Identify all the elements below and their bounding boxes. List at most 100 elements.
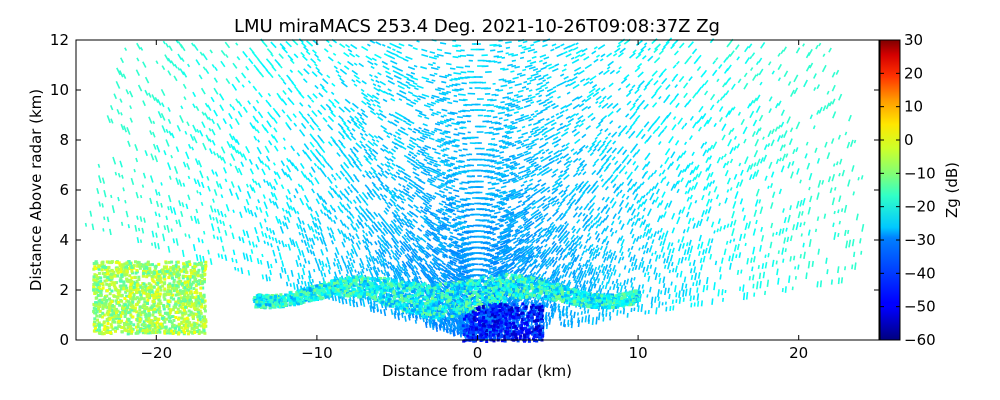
echo-speckle xyxy=(359,116,365,121)
echo-speckle xyxy=(589,143,596,150)
echo-speckle xyxy=(616,282,619,289)
echo-speckle xyxy=(434,229,441,234)
echo-speckle xyxy=(554,131,561,136)
echo-speckle xyxy=(547,226,555,234)
echo-speckle xyxy=(486,237,492,240)
echo-speckle xyxy=(463,164,469,167)
echo-speckle xyxy=(519,154,525,158)
echo-speckle xyxy=(363,155,369,161)
echo-speckle xyxy=(447,173,455,177)
echo-speckle xyxy=(577,114,584,121)
echo-speckle xyxy=(522,198,531,204)
echo-speckle xyxy=(448,255,454,259)
echo-speckle xyxy=(756,281,759,290)
echo-speckle xyxy=(709,253,713,260)
echo-speckle xyxy=(770,139,775,147)
echo-speckle xyxy=(433,235,441,241)
echo-speckle xyxy=(729,50,735,57)
echo-speckle xyxy=(679,270,683,278)
echo-speckle xyxy=(490,215,495,218)
echo-speckle xyxy=(650,92,657,99)
echo-speckle xyxy=(430,96,435,100)
echo-speckle xyxy=(571,256,577,265)
echo-speckle xyxy=(440,137,446,141)
echo-speckle xyxy=(812,73,817,79)
echo-speckle xyxy=(658,235,662,241)
echo-speckle xyxy=(317,134,323,142)
echo-speckle xyxy=(647,271,650,276)
echo-speckle xyxy=(416,97,421,101)
echo-speckle xyxy=(563,75,569,80)
echo-speckle xyxy=(161,65,166,71)
echo-speckle xyxy=(486,253,492,257)
echo-speckle xyxy=(427,155,434,160)
echo-speckle xyxy=(346,119,352,124)
echo-speckle xyxy=(302,55,308,61)
echo-speckle xyxy=(498,139,504,143)
echo-speckle xyxy=(738,162,742,167)
echo-speckle xyxy=(377,172,383,177)
echo-speckle xyxy=(418,255,424,261)
echo-speckle xyxy=(591,139,597,145)
echo-speckle xyxy=(570,56,575,60)
echo-speckle xyxy=(585,263,589,270)
echo-speckle xyxy=(388,201,393,207)
echo-speckle xyxy=(792,224,796,231)
echo-speckle xyxy=(546,216,552,222)
echo-speckle xyxy=(551,202,557,207)
echo-speckle xyxy=(502,68,509,71)
echo-speckle xyxy=(510,250,519,257)
echo-speckle xyxy=(414,191,419,196)
echo-speckle xyxy=(265,99,269,104)
echo-speckle xyxy=(816,84,821,90)
echo-speckle xyxy=(307,104,312,109)
echo-speckle xyxy=(686,226,690,233)
echo-speckle xyxy=(383,246,388,252)
echo-speckle xyxy=(370,152,377,158)
echo-speckle xyxy=(579,159,586,166)
echo-speckle xyxy=(292,113,297,119)
echo-speckle xyxy=(405,98,412,102)
echo-speckle xyxy=(434,280,438,284)
echo-speckle xyxy=(647,175,652,181)
echo-speckle xyxy=(452,55,459,59)
echo-speckle xyxy=(325,39,330,44)
echo-speckle xyxy=(647,275,651,282)
echo-speckle xyxy=(630,130,636,137)
echo-speckle xyxy=(442,148,447,151)
echo-speckle xyxy=(357,198,362,204)
echo-speckle xyxy=(579,270,584,278)
echo-speckle xyxy=(458,154,464,157)
echo-speckle xyxy=(266,120,272,128)
echo-speckle xyxy=(532,114,538,118)
echo-speckle xyxy=(449,117,455,121)
echo-speckle xyxy=(617,207,623,215)
echo-speckle xyxy=(437,267,441,272)
echo-speckle xyxy=(422,202,428,207)
echo-speckle xyxy=(429,108,434,112)
echo-speckle xyxy=(497,50,504,53)
echo-speckle xyxy=(437,157,441,160)
echo-speckle xyxy=(692,92,698,99)
echo-speckle xyxy=(635,39,643,47)
echo-speckle xyxy=(465,269,472,273)
echo-speckle xyxy=(457,215,465,219)
echo-speckle xyxy=(413,248,419,254)
echo-speckle xyxy=(432,257,439,263)
echo-speckle xyxy=(561,263,566,269)
echo-speckle xyxy=(421,53,429,58)
echo-speckle xyxy=(426,209,434,215)
echo-speckle xyxy=(542,61,548,65)
echo-speckle xyxy=(505,41,512,44)
echo-speckle xyxy=(726,189,730,193)
echo-speckle xyxy=(429,226,436,232)
echo-speckle xyxy=(505,210,510,213)
echo-speckle xyxy=(788,275,791,283)
echo-speckle xyxy=(530,72,539,77)
echo-speckle xyxy=(416,245,421,250)
echo-speckle xyxy=(349,200,353,205)
echo-speckle xyxy=(590,202,596,208)
echo-speckle xyxy=(561,144,566,148)
echo-speckle xyxy=(560,231,567,239)
echo-speckle xyxy=(332,208,337,213)
